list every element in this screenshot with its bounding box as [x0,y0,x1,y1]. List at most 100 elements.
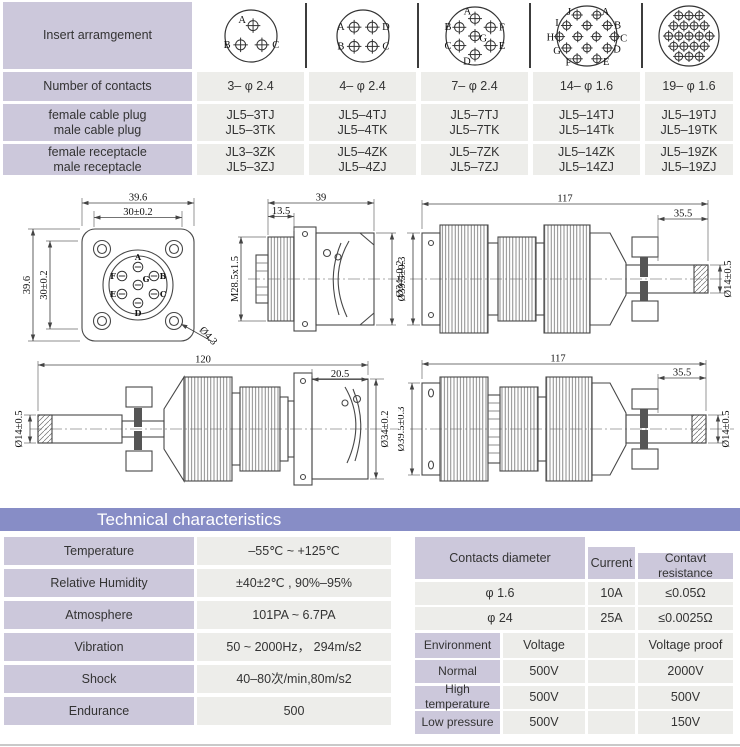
contacts-diameter-header: Contacts diameter [415,537,585,579]
contact-diameter: φ 24 [415,607,585,630]
dim-thread: M28.5x1.5 [230,256,241,302]
spacer-cell [588,632,635,658]
svg-text:A: A [238,14,246,25]
contact-letter: E [110,289,116,299]
part-receptacle: JL5–19ZK JL5–19ZJ [645,144,733,175]
tech-label: Endurance [4,697,194,725]
part-receptacle: JL5–7ZK JL5–7ZJ [421,144,528,175]
dim-inner-height: 30±0.2 [39,270,50,299]
svg-text:A: A [463,6,471,17]
env-proof: 150V [638,711,733,734]
row-label-cable-plug: female cable plug male cable plug [3,104,192,141]
tech-label: Temperature [4,537,194,565]
dim-tail: 35.5 [673,368,691,379]
env-proof: 500V [638,685,733,709]
spacer-cell [588,711,635,734]
tech-label: Relative Humidity [4,569,194,597]
tech-characteristics-banner: Technical characteristics [0,508,740,531]
svg-text:B: B [614,20,621,31]
contacts-count: 19– φ 1.6 [645,72,733,101]
spacer-cell [588,660,635,683]
insert-14pin-icon: J A I B H C G D F E [546,4,627,68]
part-receptacle: JL3–3ZK JL5–3ZJ [197,144,304,175]
env-voltage: 500V [503,685,585,709]
contacts-count: 14– φ 1.6 [533,72,640,101]
dim-outer-height: 39.6 [22,276,33,294]
current-header: Current [588,547,635,579]
tech-table-right: Contacts diameter Current Contavt resist… [415,537,733,734]
tech-value: 101PA ~ 6.7PA [197,601,391,629]
part-cable-plug: JL5–14TJ JL5–14Tk [533,104,640,141]
tech-characteristics-heading: Technical characteristics [97,510,282,529]
dimension-drawings: A F B G E C D 39.6 30±0.2 39.6 30±0.2 Ø4… [0,191,740,503]
spacer-cell [588,685,635,709]
part-receptacle: JL5–14ZK JL5–14ZJ [533,144,640,175]
svg-text:D: D [463,56,471,67]
tech-value: ±40±2℃ , 90%–95% [197,569,391,597]
insert-19pin-icon [658,4,720,67]
part-cable-plug: JL5–7TJ JL5–7TK [421,104,528,141]
env-voltage: 500V [503,660,585,683]
tech-table-left: Temperature –55℃ ~ +125℃ Relative Humidi… [4,537,391,734]
svg-text:D: D [382,22,390,33]
resistance-value: ≤0.05Ω [638,581,733,605]
insert-diagram-19pin [641,2,733,69]
svg-text:B: B [223,39,230,50]
svg-text:H: H [546,32,554,43]
insert-4pin-icon: A D B C [335,8,390,63]
environment-header: Environment [415,632,500,658]
drawing-flange-front-view: A F B G E C D 39.6 30±0.2 39.6 30±0.2 Ø4… [22,193,219,348]
part-cable-plug: JL5–3TJ JL5–3TK [197,104,304,141]
tech-label: Vibration [4,633,194,661]
svg-text:C: C [620,33,627,44]
env-label: Low pressure [415,711,500,734]
dim-length: 117 [557,194,572,205]
drawing-receptacle-side-view: 39 13.5 M28.5x1.5 Ø34±0.2 [230,193,406,332]
svg-text:G: G [479,33,487,44]
tech-label: Shock [4,665,194,693]
insert-diagram-14pin: J A I B H C G D F E [529,2,640,69]
dim-length: 39 [316,193,327,204]
svg-text:C: C [382,41,389,52]
env-label: Normal [415,660,500,683]
tech-value: 500 [197,697,391,725]
tech-value: –55℃ ~ +125℃ [197,537,391,565]
drawing-cable-plug-top: 117 35.5 Ø39.5±0.3 Ø14±0.5 [397,194,734,334]
contact-letter: C [160,289,166,299]
insert-diagram-4pin: A D B C [305,2,416,69]
svg-text:I: I [555,17,559,28]
svg-text:G: G [553,46,561,57]
insert-7pin-icon: A B F G C E D [444,5,505,67]
page-bottom-rule [0,744,740,746]
dim-length: 117 [550,354,565,365]
voltage-header: Voltage [503,632,585,658]
contact-letter: F [110,271,116,281]
row-label-receptacle: female receptacle male receptacle [3,144,192,175]
voltage-proof-header: Voltage proof [638,632,733,658]
contacts-count: 4– φ 2.4 [309,72,416,101]
svg-text:A: A [601,7,609,18]
insert-diagram-7pin: A B F G C E D [417,2,528,69]
dim-length: 120 [195,355,211,366]
insert-diagram-3pin: A B C [197,2,304,69]
dim-body-dia: Ø34±0.2 [395,261,406,298]
env-label: High temperature [415,682,500,711]
resistance-value: ≤0.0025Ω [638,607,733,630]
part-cable-plug: JL5–4TJ JL5–4TK [309,104,416,141]
contact-letter: B [160,271,167,281]
dim-cable-dia: Ø14±0.5 [721,411,732,448]
insert-3pin-icon: A B C [223,8,279,63]
env-voltage: 500V [503,711,585,734]
contact-letter: G [143,274,150,284]
svg-text:B: B [444,21,451,32]
contact-letter: A [134,252,142,262]
svg-text:E: E [498,40,504,51]
tech-value: 40–80次/min,80m/s2 [197,665,391,693]
dim-inner-width: 30±0.2 [123,207,152,218]
dim-cable-dia: Ø14±0.5 [723,261,734,298]
svg-text:B: B [337,41,344,52]
dim-flange-dia: Ø39.5±0.3 [397,257,408,302]
drawing-cable-plug-bottom-right: Ø39.5±0.3 117 35.5 Ø14±0.5 [398,354,734,482]
part-cable-plug: JL5–19TJ JL5–19TK [645,104,733,141]
